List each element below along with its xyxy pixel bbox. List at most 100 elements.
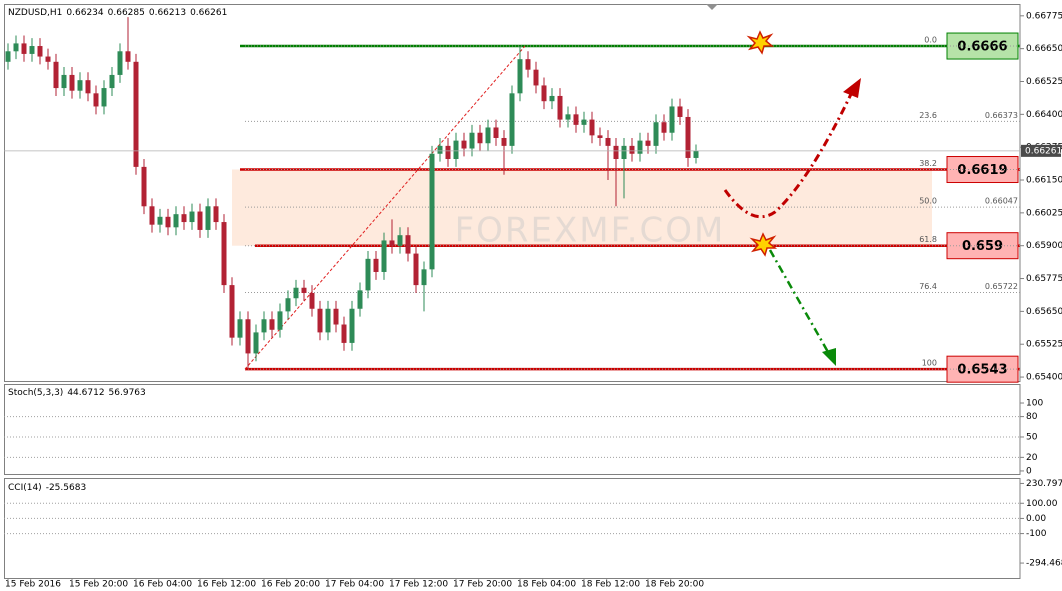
candle-body	[453, 140, 459, 160]
watermark: FOREXMF.COM	[455, 211, 726, 251]
y-tick-label: 100	[1026, 399, 1043, 409]
y-tick-label: 0.65900	[1026, 241, 1062, 251]
candle-body	[109, 74, 115, 89]
candle-body	[381, 240, 387, 272]
y-tick-label: 0.65525	[1026, 340, 1062, 350]
fib-price-label: 0.66047	[985, 197, 1018, 206]
candle-body	[557, 95, 563, 120]
candle-body	[101, 88, 107, 107]
candle-body	[645, 140, 651, 146]
y-tick-label: 50	[1026, 432, 1038, 442]
level-label: 0.659	[962, 239, 1003, 254]
x-tick-label: 18 Feb 12:00	[581, 580, 640, 590]
candle-body	[29, 46, 35, 54]
candle-body	[621, 145, 627, 160]
forecast-arrows	[723, 30, 861, 366]
candle-body	[341, 324, 347, 343]
candle-body	[349, 308, 355, 343]
x-tick-label: 15 Feb 20:00	[69, 580, 128, 590]
candle-body	[293, 287, 299, 299]
arrow-head	[822, 348, 836, 366]
candle-body	[597, 135, 603, 138]
y-tick-label: 0.65775	[1026, 274, 1062, 284]
candle-body	[245, 319, 251, 354]
candle-body	[677, 106, 683, 117]
y-tick-label: 0.66400	[1026, 110, 1062, 120]
candle-body	[157, 216, 163, 225]
burst-icon	[749, 232, 778, 257]
candle-body	[5, 51, 11, 62]
candle-body	[13, 43, 19, 52]
candle-body	[485, 127, 491, 144]
current-price-box	[1021, 144, 1061, 157]
x-tick-label: 17 Feb 12:00	[389, 580, 448, 590]
candle-body	[53, 61, 59, 89]
candle-body	[477, 132, 483, 144]
candle-body	[437, 145, 443, 154]
candle-body	[517, 59, 523, 94]
candle-body	[509, 93, 515, 146]
candle-body	[661, 122, 667, 133]
level-box	[946, 156, 1019, 184]
y-tick-label: 0.66525	[1026, 77, 1062, 87]
shift-marker	[706, 4, 718, 10]
candle-body	[117, 51, 123, 75]
candle-body	[197, 211, 203, 230]
candle-body	[685, 116, 691, 158]
candle-body	[461, 140, 467, 149]
y-tick-label: 0.00	[1026, 514, 1046, 524]
indicator-name: Stoch(5,3,3)	[8, 388, 63, 398]
candle-body	[93, 93, 99, 107]
fib-trendline	[244, 45, 526, 370]
fib-level-label: 76.4	[919, 282, 937, 291]
x-tick-label: 15 Feb 2016	[5, 580, 61, 590]
candle-body	[269, 319, 275, 330]
candle-body	[413, 253, 419, 286]
fib-level-label: 38.2	[919, 159, 937, 168]
bearish-arrow	[768, 249, 830, 353]
cci-title: CCI(14) -25.5683	[8, 483, 86, 493]
candle-body	[301, 287, 307, 293]
y-tick-label: 0.65400	[1026, 373, 1062, 383]
candle-body	[333, 308, 339, 325]
level-label: 0.6543	[957, 363, 1007, 378]
y-tick-label: 80	[1026, 412, 1038, 422]
y-tick-label: 0.66025	[1026, 208, 1062, 218]
plot-layer: 0.667750.666500.665250.664000.662750.661…	[4, 11, 1062, 590]
candle-body	[397, 235, 403, 246]
candle-body	[389, 240, 395, 246]
candle-body	[613, 145, 619, 160]
fib-price-label: 0.66373	[985, 111, 1018, 120]
candle-body	[173, 214, 179, 228]
level-box	[946, 32, 1019, 60]
fib-level-label: 100	[922, 359, 937, 368]
fib-level-label: 23.6	[919, 111, 937, 120]
y-tick-label: 230.7974	[1026, 479, 1062, 489]
y-tick-label: 20	[1026, 453, 1038, 463]
candle-body	[317, 308, 323, 333]
candle-body	[61, 74, 67, 89]
candle-body	[213, 206, 219, 223]
ohlc-close: 0.66261	[190, 8, 227, 18]
candle-body	[589, 119, 595, 136]
y-tick-label: -100	[1026, 529, 1047, 539]
candle-body	[85, 80, 91, 94]
background-layer	[232, 169, 932, 246]
stoch-main-value: 44.6712	[67, 388, 104, 398]
ohlc-low: 0.66213	[149, 8, 186, 18]
fib-level-label: 50.0	[919, 197, 937, 206]
candle-body	[669, 106, 675, 133]
x-tick-label: 18 Feb 04:00	[517, 580, 576, 590]
x-tick-label: 16 Feb 04:00	[133, 580, 192, 590]
candle-body	[149, 206, 155, 225]
y-tick-label: 0.66775	[1026, 11, 1062, 21]
burst-icon	[746, 30, 775, 55]
candle-body	[605, 137, 611, 146]
stoch-title: Stoch(5,3,3) 44.6712 56.9763	[8, 388, 146, 398]
fib-level-label: 0.0	[924, 36, 937, 45]
candle-body	[221, 222, 227, 286]
fib-level-label: 61.8	[919, 235, 937, 244]
y-tick-label: 0.66650	[1026, 44, 1062, 54]
x-tick-label: 17 Feb 04:00	[325, 580, 384, 590]
candle-body	[77, 80, 83, 91]
